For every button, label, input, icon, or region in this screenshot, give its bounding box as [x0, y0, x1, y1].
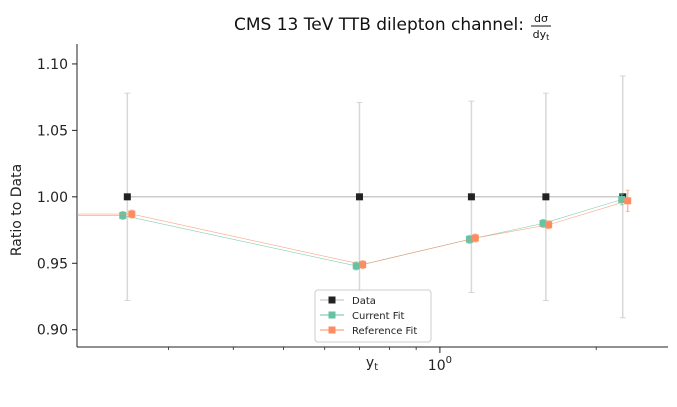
x-ticks: 100: [168, 347, 597, 374]
x-tick-label-exponent: 0: [446, 355, 452, 366]
series-data: [123, 75, 627, 319]
data-point-data: [355, 193, 363, 201]
title-fraction-denominator-sub: t: [546, 33, 549, 42]
title-fraction-numerator: dσ: [534, 12, 548, 25]
chart-title: CMS 13 TeV TTB dilepton channel: dσ dyt: [234, 12, 551, 42]
x-axis-label-base: y: [366, 355, 374, 371]
legend-marker: [328, 311, 336, 319]
legend: Data Current Fit Reference Fit: [314, 289, 432, 343]
data-point-reference-fit: [128, 210, 136, 218]
data-point-data: [123, 193, 131, 201]
legend-marker: [328, 296, 336, 304]
y-ticks: 0.90 0.95 1.00 1.05 1.10: [37, 57, 77, 339]
y-tick-label: 0.90: [37, 323, 68, 339]
data-point-current-fit: [618, 195, 626, 203]
legend-label: Current Fit: [352, 311, 405, 322]
legend-items: Data Current Fit Reference Fit: [320, 296, 417, 337]
legend-marker: [328, 326, 336, 334]
y-tick-label: 1.10: [37, 57, 68, 73]
data-point-data: [542, 193, 550, 201]
legend-frame: [314, 289, 432, 343]
data-point-current-fit: [119, 211, 127, 219]
series-line-reference-fit: [77, 200, 628, 265]
x-axis-label-sub: t: [374, 362, 378, 373]
data-point-current-fit: [539, 219, 547, 227]
x-tick-label-base: 10: [428, 358, 446, 374]
legend-label: Data: [352, 296, 376, 307]
x-tick-label: 100: [428, 355, 452, 374]
data-point-reference-fit: [624, 197, 632, 205]
y-tick-label: 1.05: [37, 123, 68, 139]
plot-area: [77, 75, 632, 319]
x-axis-label: yt: [366, 355, 378, 373]
series-current-fit: [77, 193, 626, 271]
data-point-reference-fit: [545, 221, 553, 229]
data-point-reference-fit: [359, 261, 367, 269]
y-tick-label: 0.95: [37, 256, 68, 272]
series-reference-fit: [77, 189, 632, 270]
title-fraction-denominator-base: dy: [533, 28, 547, 41]
title-fraction-denominator: dyt: [533, 28, 550, 42]
series-line-current-fit: [77, 199, 622, 267]
data-point-data: [467, 193, 475, 201]
data-point-reference-fit: [471, 234, 479, 242]
legend-label: Reference Fit: [352, 326, 417, 337]
data-point-current-fit: [352, 262, 360, 270]
y-axis-label: Ratio to Data: [9, 164, 25, 256]
title-text: CMS 13 TeV TTB dilepton channel:: [234, 15, 524, 35]
y-tick-label: 1.00: [37, 190, 68, 206]
